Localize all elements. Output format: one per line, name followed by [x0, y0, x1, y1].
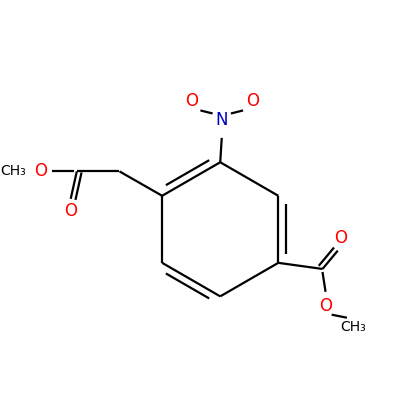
Text: O: O	[246, 92, 259, 110]
Text: O: O	[185, 92, 198, 110]
Text: CH₃: CH₃	[0, 164, 26, 178]
Text: O: O	[34, 163, 47, 181]
Text: O: O	[64, 202, 77, 220]
Text: CH₃: CH₃	[340, 320, 366, 334]
Text: O: O	[319, 297, 332, 315]
Text: N: N	[215, 111, 228, 129]
Text: O: O	[334, 230, 347, 248]
